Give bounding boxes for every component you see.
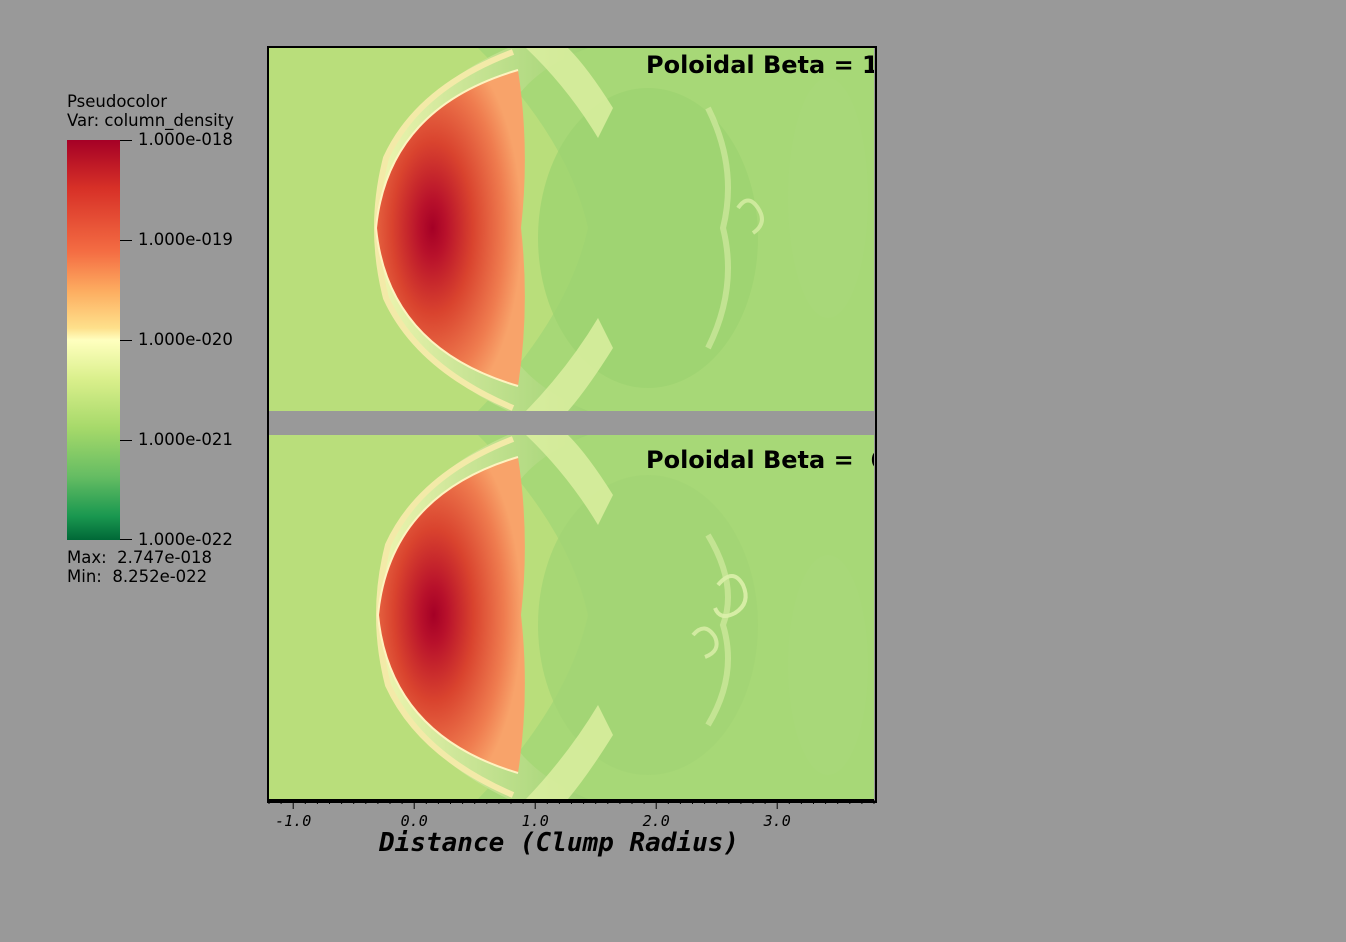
colorbar-tick-label: 1.000e-022 bbox=[138, 530, 233, 549]
colorbar-tick-label: 1.000e-019 bbox=[138, 230, 233, 249]
legend-min: Min: 8.252e-022 bbox=[67, 567, 208, 586]
panel-title-bottom: Poloidal Beta = 6 bbox=[646, 446, 874, 474]
colorbar-tick bbox=[120, 440, 132, 441]
x-axis-title: Distance (Clump Radius) bbox=[379, 828, 740, 858]
colorbar-tick bbox=[120, 240, 132, 241]
x-tick-label: 0.0 bbox=[400, 812, 428, 830]
colorbar-tick-label: 1.000e-018 bbox=[138, 130, 233, 149]
plot-panel-top: Poloidal Beta = 12 bbox=[268, 48, 874, 411]
plot-panel-bottom: Poloidal Beta = 6 bbox=[268, 435, 874, 799]
x-tick-label: 2.0 bbox=[642, 812, 670, 830]
x-tick-label: -1.0 bbox=[275, 812, 312, 830]
colorbar-tick-label: 1.000e-021 bbox=[138, 430, 233, 449]
colorbar-tick bbox=[120, 539, 132, 540]
x-tick-label: 1.0 bbox=[521, 812, 549, 830]
colorbar-tick-label: 1.000e-020 bbox=[138, 330, 233, 349]
legend-plot-type: Pseudocolor bbox=[67, 92, 168, 111]
colorbar bbox=[67, 140, 120, 540]
colorbar-tick bbox=[120, 340, 132, 341]
legend-variable: Var: column_density bbox=[67, 111, 234, 130]
density-field-bottom bbox=[268, 435, 874, 799]
density-field-top bbox=[268, 48, 874, 411]
panel-separator bbox=[269, 411, 874, 435]
colorbar-tick bbox=[120, 140, 132, 141]
x-axis bbox=[268, 799, 875, 809]
x-tick-label: 3.0 bbox=[763, 812, 791, 830]
legend-max: Max: 2.747e-018 bbox=[67, 548, 212, 567]
panel-title-top: Poloidal Beta = 12 bbox=[646, 51, 874, 79]
